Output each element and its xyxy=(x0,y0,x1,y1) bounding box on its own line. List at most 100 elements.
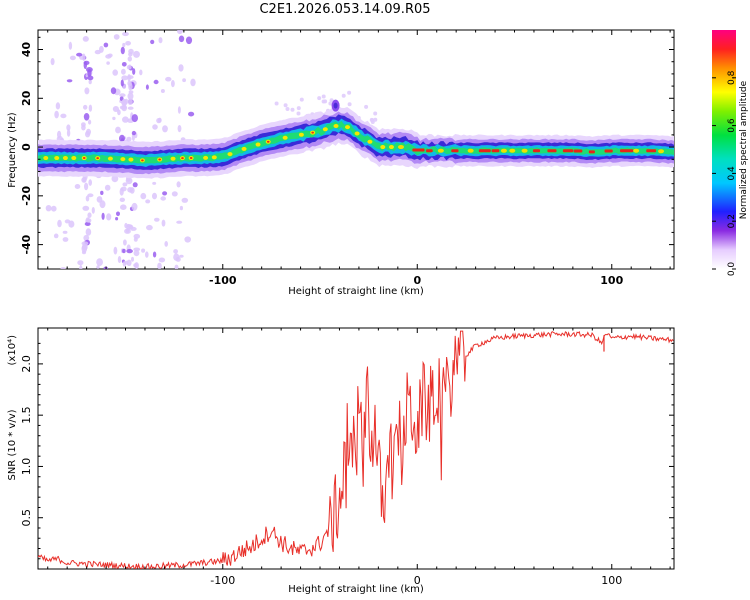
noise-blob xyxy=(179,254,184,258)
noise-blob xyxy=(329,98,334,103)
noise-blob xyxy=(101,212,105,220)
noise-blob xyxy=(145,251,149,258)
hotspot-yellow xyxy=(388,145,394,150)
noise-blob xyxy=(112,116,116,121)
noise-blob xyxy=(76,52,83,57)
hotspot-red xyxy=(412,148,425,152)
hotspot-red xyxy=(547,149,557,153)
snr-scale-note: (x10⁴) xyxy=(7,335,18,366)
noise-blob xyxy=(122,261,127,267)
noise-blob xyxy=(152,192,157,200)
noise-blob xyxy=(66,79,73,83)
noise-blob xyxy=(133,263,138,268)
x-tick-label: 0 xyxy=(413,274,421,287)
hotspot-yellow xyxy=(71,156,77,161)
hotspot-yellow xyxy=(54,156,60,161)
noise-blob xyxy=(121,62,127,67)
snr-x-axis-label: Height of straight line (km) xyxy=(288,584,424,595)
noise-blob xyxy=(164,241,168,247)
band-green xyxy=(38,120,674,164)
noise-blob xyxy=(121,68,126,75)
noise-blob xyxy=(120,79,124,87)
hotspot-red xyxy=(96,157,99,160)
hotspot-yellow xyxy=(322,127,328,132)
spectrogram-x-axis-label: Height of straight line (km) xyxy=(288,286,424,297)
x-tick-label: 100 xyxy=(601,574,622,587)
noise-blob xyxy=(153,79,159,85)
hotspot-yellow xyxy=(298,132,304,137)
noise-blob xyxy=(274,101,279,106)
hotspot-yellow xyxy=(282,135,288,140)
hotspot-yellow xyxy=(255,142,261,147)
noise-blob xyxy=(120,204,127,210)
noise-blob xyxy=(112,69,118,76)
noise-blob xyxy=(66,129,71,137)
noise-blob xyxy=(119,105,127,110)
noise-blob xyxy=(123,239,127,246)
colorbar-tick-label: 0.0 xyxy=(727,262,737,277)
noise-blob xyxy=(296,106,301,111)
noise-blob xyxy=(115,217,119,221)
noise-blob xyxy=(126,249,133,254)
noise-blob xyxy=(74,184,81,189)
noise-blob xyxy=(131,114,138,123)
noise-blob xyxy=(84,222,91,226)
snr-panel: -100 0 100 0.5 1.0 1.5 2.0 Height of straight … xyxy=(7,327,675,595)
colorbar-tick-label: 0.8 xyxy=(727,70,737,85)
hotspot-red xyxy=(141,159,144,162)
spectrogram-panel: -100 0 100 -40 -20 0 20 40 Height of straight l… xyxy=(7,29,675,297)
y-tick-label: 20 xyxy=(20,90,33,106)
noise-blob xyxy=(81,124,86,131)
noise-blob xyxy=(171,80,175,88)
noise-blob xyxy=(175,256,181,262)
noise-blob xyxy=(85,228,92,236)
noise-blob xyxy=(96,265,100,269)
hotspot-red xyxy=(562,149,574,153)
noise-blob xyxy=(299,97,304,102)
noise-blob xyxy=(99,200,106,209)
hotspot-yellow xyxy=(658,149,665,154)
hotspot-yellow xyxy=(509,148,516,153)
noise-blob xyxy=(177,106,181,114)
noise-blob xyxy=(364,104,369,109)
noise-blob xyxy=(127,106,134,110)
noise-blob xyxy=(141,248,146,253)
noise-blob xyxy=(82,36,89,42)
x-tick-label: 100 xyxy=(600,274,623,287)
hotspot-yellow xyxy=(521,148,528,153)
hotspot-yellow xyxy=(437,148,444,153)
colorbar: 0.0 0.2 0.4 0.6 0.8 Normalized spectral ampl… xyxy=(712,30,749,276)
noise-blob xyxy=(96,258,103,266)
noise-blob xyxy=(87,193,94,198)
noise-blob xyxy=(68,41,73,50)
snr-line xyxy=(38,330,674,569)
hotspot-yellow xyxy=(107,156,113,161)
noise-blob xyxy=(188,111,195,117)
noise-blob xyxy=(129,187,135,194)
noise-blob xyxy=(120,186,127,192)
hotspot-red xyxy=(491,149,500,153)
noise-blob xyxy=(88,104,93,112)
noise-blob xyxy=(88,179,92,186)
noise-blob xyxy=(179,205,183,211)
hotspot-red xyxy=(158,158,161,161)
hotspot-yellow xyxy=(203,155,209,160)
noise-blob xyxy=(88,79,92,85)
x-tick-label: -100 xyxy=(209,274,237,287)
noise-blob xyxy=(174,264,179,269)
noise-blob xyxy=(68,220,75,228)
hotspot-yellow xyxy=(170,156,176,161)
snr-frame xyxy=(37,327,675,570)
noise-blob xyxy=(162,191,168,196)
noise-blob xyxy=(66,124,71,131)
noise-blob xyxy=(81,243,88,251)
noise-blob xyxy=(84,87,90,95)
noise-blob xyxy=(83,234,90,242)
noise-blob xyxy=(54,110,59,119)
noise-blob xyxy=(87,75,94,81)
noise-blob xyxy=(131,256,134,262)
noise-blob xyxy=(120,46,125,55)
noise-blob xyxy=(173,249,179,254)
noise-blob xyxy=(152,124,158,130)
noise-blob xyxy=(182,78,187,83)
